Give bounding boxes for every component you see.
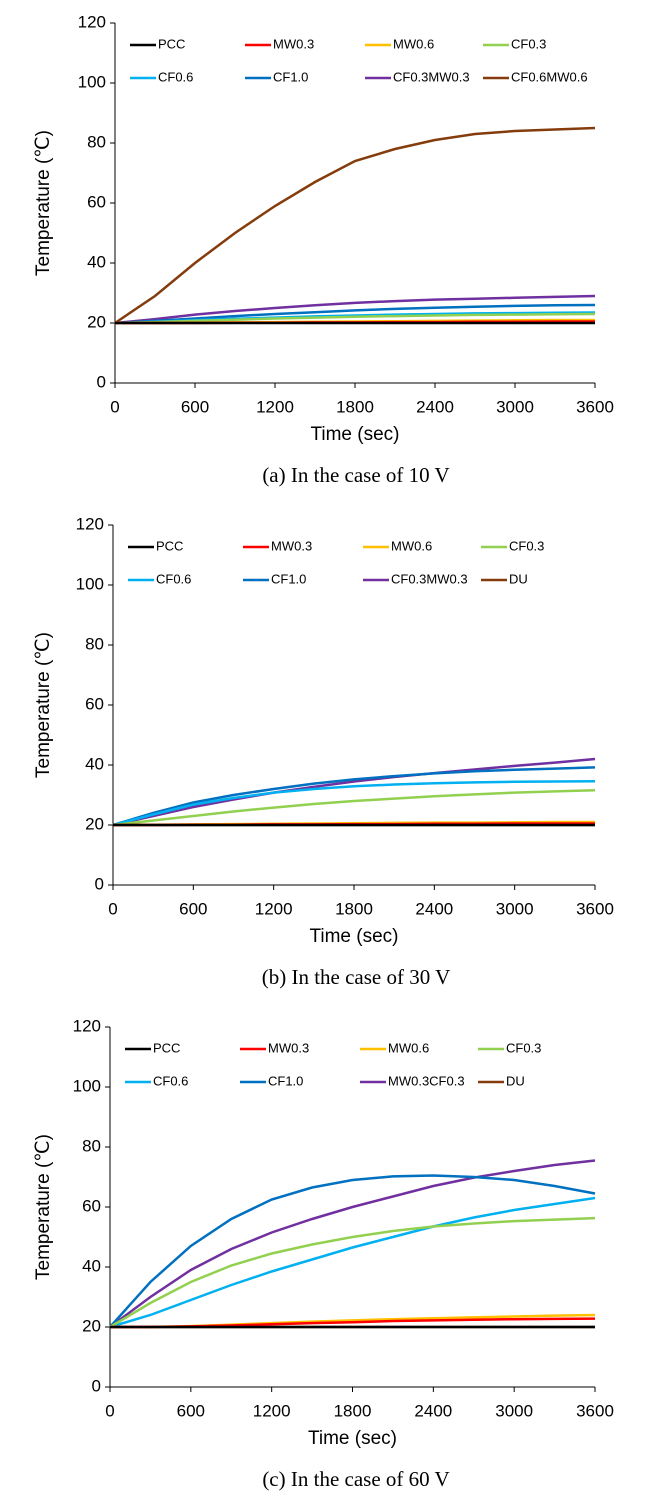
y-tick-label: 0 <box>92 1376 101 1395</box>
legend-label: CF1.0 <box>271 571 306 586</box>
y-tick-label: 40 <box>82 1256 101 1275</box>
y-tick-label: 80 <box>87 132 106 151</box>
y-tick-label: 40 <box>87 252 106 271</box>
y-tick-label: 0 <box>95 874 104 893</box>
x-tick-label: 2400 <box>414 1401 452 1420</box>
y-tick-label: 100 <box>76 574 104 593</box>
legend-label: MW0.3 <box>268 1040 309 1055</box>
y-tick-label: 20 <box>82 1316 101 1335</box>
x-tick-label: 3600 <box>576 397 614 416</box>
legend-label: MW0.6 <box>388 1040 429 1055</box>
legend-label: CF0.6MW0.6 <box>511 69 588 84</box>
x-tick-label: 600 <box>177 1401 205 1420</box>
legend-label: PCC <box>156 538 183 553</box>
y-tick-label: 40 <box>85 754 104 773</box>
x-tick-label: 1800 <box>335 899 373 918</box>
y-tick-label: 100 <box>78 72 106 91</box>
x-tick-label: 2400 <box>415 899 453 918</box>
x-tick-label: 2400 <box>416 397 454 416</box>
x-tick-label: 0 <box>110 397 119 416</box>
series-line <box>114 303 596 325</box>
legend-label: CF1.0 <box>273 69 308 84</box>
legend-label: MW0.6 <box>393 36 434 51</box>
y-tick-label: 120 <box>76 514 104 533</box>
x-tick-label: 1200 <box>255 899 293 918</box>
x-tick-label: 3000 <box>496 899 534 918</box>
x-tick-label: 3600 <box>576 1401 614 1420</box>
series-line <box>114 312 596 325</box>
y-tick-label: 60 <box>82 1196 101 1215</box>
series-line <box>112 757 596 827</box>
legend-label: CF0.6 <box>153 1073 188 1088</box>
series-line <box>109 1216 596 1329</box>
x-tick-label: 0 <box>108 899 117 918</box>
legend-label: CF0.6 <box>158 69 193 84</box>
y-tick-label: 80 <box>82 1136 101 1155</box>
y-tick-label: 60 <box>87 192 106 211</box>
legend-label: CF0.6 <box>156 571 191 586</box>
legend-label: CF0.3 <box>509 538 544 553</box>
caption: (c) In the case of 60 V <box>262 1467 449 1491</box>
y-tick-label: 80 <box>85 634 104 653</box>
legend-label: DU <box>509 571 528 586</box>
y-tick-label: 60 <box>85 694 104 713</box>
series-line <box>109 1159 596 1329</box>
x-axis-label: Time (sec) <box>310 424 399 445</box>
caption: (a) In the case of 10 V <box>262 463 449 487</box>
series-line <box>114 126 596 325</box>
x-tick-label: 3600 <box>576 899 614 918</box>
legend-label: MW0.3CF0.3 <box>388 1073 465 1088</box>
legend-label: CF0.3MW0.3 <box>391 571 468 586</box>
x-tick-label: 3000 <box>496 397 534 416</box>
legend-label: DU <box>506 1073 525 1088</box>
x-tick-label: 600 <box>181 397 209 416</box>
y-axis-label: Temperature (℃) <box>33 632 54 778</box>
x-axis-label: Time (sec) <box>308 1428 397 1449</box>
legend-label: CF0.3 <box>506 1040 541 1055</box>
y-tick-label: 20 <box>85 814 104 833</box>
legend-label: MW0.3 <box>271 538 312 553</box>
y-tick-label: 120 <box>73 1016 101 1035</box>
series-line <box>109 1196 596 1329</box>
series-line <box>112 766 596 827</box>
y-tick-label: 0 <box>97 372 106 391</box>
y-tick-label: 20 <box>87 312 106 331</box>
legend-label: CF0.3 <box>511 36 546 51</box>
caption: (b) In the case of 30 V <box>262 965 451 989</box>
legend-label: MW0.6 <box>391 538 432 553</box>
y-tick-label: 120 <box>78 12 106 31</box>
x-tick-label: 1800 <box>336 397 374 416</box>
x-tick-label: 0 <box>105 1401 114 1420</box>
y-axis-label: Temperature (℃) <box>33 130 54 276</box>
x-tick-label: 1800 <box>334 1401 372 1420</box>
series-line <box>112 779 596 827</box>
x-tick-label: 1200 <box>253 1401 291 1420</box>
legend-label: CF1.0 <box>268 1073 303 1088</box>
legend-label: CF0.3MW0.3 <box>393 69 470 84</box>
legend-label: PCC <box>153 1040 180 1055</box>
x-axis-label: Time (sec) <box>309 926 398 947</box>
x-tick-label: 600 <box>179 899 207 918</box>
series-line <box>114 294 596 325</box>
x-tick-label: 3000 <box>495 1401 533 1420</box>
series-line <box>112 788 596 827</box>
legend-label: PCC <box>158 36 185 51</box>
x-tick-label: 1200 <box>256 397 294 416</box>
y-tick-label: 100 <box>73 1076 101 1095</box>
series-line <box>109 1174 596 1328</box>
legend-label: MW0.3 <box>273 36 314 51</box>
y-axis-label: Temperature (℃) <box>33 1134 54 1280</box>
